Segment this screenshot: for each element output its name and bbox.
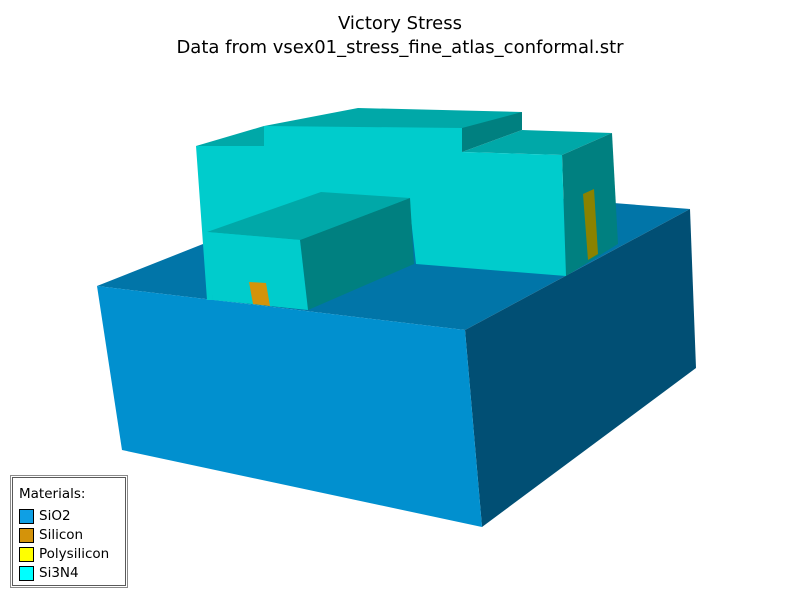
si3n4-back-top-left bbox=[196, 126, 264, 146]
legend-item-silicon: Silicon bbox=[19, 526, 83, 544]
legend-item-polysilicon: Polysilicon bbox=[19, 545, 109, 563]
plot-subtitle: Data from vsex01_stress_fine_atlas_confo… bbox=[176, 37, 624, 58]
materials-legend: Materials: SiO2 Silicon Polysilicon Si3N… bbox=[10, 475, 128, 588]
silicon-region-back bbox=[583, 189, 598, 260]
legend-item-label: Silicon bbox=[39, 527, 84, 543]
si3n4-front-right-face bbox=[300, 198, 414, 310]
plot-title: Victory Stress bbox=[338, 13, 462, 34]
silicon-region-front bbox=[249, 282, 270, 306]
sio2-front-face bbox=[97, 286, 482, 527]
polysilicon-swatch bbox=[19, 546, 34, 562]
si3n4-front-block bbox=[207, 192, 414, 310]
legend-item-si3n4: Si3N4 bbox=[19, 564, 79, 582]
sio2-swatch bbox=[19, 508, 34, 524]
si3n4-back-top-right bbox=[462, 130, 612, 155]
legend-item-label: Si3N4 bbox=[39, 565, 79, 581]
si3n4-swatch bbox=[19, 565, 34, 581]
si3n4-front-top-face bbox=[207, 192, 410, 240]
legend-item-sio2: SiO2 bbox=[19, 507, 71, 525]
legend-item-label: SiO2 bbox=[39, 508, 71, 524]
si3n4-back-side-1 bbox=[462, 112, 522, 152]
sio2-right-face bbox=[465, 209, 696, 527]
si3n4-front-front-face bbox=[207, 232, 308, 310]
silicon-swatch bbox=[19, 527, 34, 543]
legend-title: Materials: bbox=[19, 486, 86, 502]
legend-item-label: Polysilicon bbox=[39, 546, 110, 562]
